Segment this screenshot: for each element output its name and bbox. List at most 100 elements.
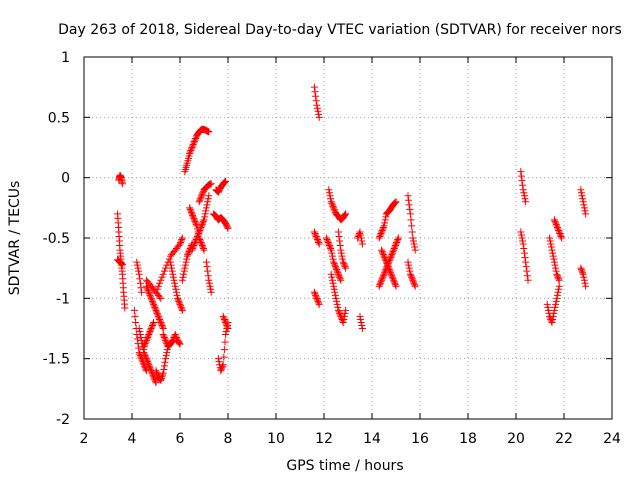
- data-point: [358, 321, 366, 329]
- data-point: [157, 318, 165, 326]
- data-point: [337, 246, 345, 254]
- x-tick-label: 6: [176, 431, 185, 447]
- data-point: [333, 267, 341, 275]
- data-point: [581, 207, 589, 215]
- data-point: [178, 236, 186, 244]
- data-point: [551, 303, 559, 311]
- data-point: [135, 344, 143, 352]
- data-point: [186, 205, 194, 213]
- data-point: [331, 291, 339, 299]
- data-point: [189, 213, 197, 221]
- data-point: [391, 199, 399, 207]
- data-point: [152, 367, 160, 375]
- data-point: [161, 335, 169, 343]
- data-point: [551, 261, 559, 269]
- data-point: [315, 113, 323, 121]
- data-point: [118, 180, 126, 188]
- data-point: [117, 259, 125, 267]
- data-point: [205, 276, 213, 284]
- data-point: [190, 242, 198, 250]
- data-point: [202, 207, 210, 215]
- data-point: [166, 258, 174, 266]
- data-point: [150, 302, 158, 310]
- data-point: [175, 339, 183, 347]
- data-point: [557, 232, 565, 240]
- data-point: [192, 134, 200, 142]
- data-point: [175, 338, 183, 346]
- data-point: [313, 236, 321, 244]
- data-point: [156, 315, 164, 323]
- data-point: [337, 276, 345, 284]
- data-point: [378, 246, 386, 254]
- data-point: [167, 261, 175, 269]
- data-point: [393, 239, 401, 247]
- data-point: [325, 186, 333, 194]
- data-point: [543, 300, 551, 308]
- data-point: [191, 239, 199, 247]
- data-point: [133, 335, 141, 343]
- data-point: [198, 242, 206, 250]
- data-point: [409, 276, 417, 284]
- data-point: [192, 236, 200, 244]
- data-point: [146, 291, 154, 299]
- data-point: [143, 356, 151, 364]
- data-point: [330, 258, 338, 266]
- data-point: [159, 369, 167, 377]
- data-point: [390, 200, 398, 208]
- data-point: [132, 318, 140, 326]
- data-point: [339, 317, 347, 325]
- data-point: [580, 204, 588, 212]
- data-point: [404, 192, 412, 200]
- data-point: [172, 334, 180, 342]
- data-point: [387, 254, 395, 262]
- grid-lines: [84, 57, 612, 419]
- data-point: [155, 314, 163, 322]
- data-point: [391, 243, 399, 251]
- data-point: [407, 272, 415, 280]
- data-point: [327, 246, 335, 254]
- data-point: [337, 249, 345, 257]
- data-point: [411, 282, 419, 290]
- data-point: [221, 338, 229, 346]
- data-point: [335, 232, 343, 240]
- data-point: [140, 349, 148, 357]
- data-point: [197, 223, 205, 231]
- data-point: [162, 264, 170, 272]
- data-point: [380, 252, 388, 260]
- data-point: [144, 332, 152, 340]
- data-point: [147, 294, 155, 302]
- data-point: [159, 331, 167, 339]
- data-point: [175, 297, 183, 305]
- data-point: [189, 142, 197, 150]
- data-point: [404, 258, 412, 266]
- data-point: [168, 264, 176, 272]
- data-point: [144, 334, 152, 342]
- data-point: [379, 272, 387, 280]
- x-tick-label: 2: [80, 431, 89, 447]
- data-point: [315, 299, 323, 307]
- x-tick-label: 24: [603, 431, 621, 447]
- data-point: [547, 240, 555, 248]
- data-point: [334, 303, 342, 311]
- data-point: [178, 306, 186, 314]
- data-point: [394, 234, 402, 242]
- data-point: [323, 236, 331, 244]
- data-point: [330, 260, 338, 268]
- y-tick-label: -1: [56, 291, 70, 307]
- data-point: [160, 334, 168, 342]
- data-point: [153, 285, 161, 293]
- data-point: [311, 229, 319, 237]
- y-tick-label: -0.5: [43, 231, 70, 247]
- data-point: [577, 186, 585, 194]
- data-point: [151, 303, 159, 311]
- data-point: [378, 248, 386, 256]
- data-point: [314, 297, 322, 305]
- data-point: [355, 229, 363, 237]
- data-point: [192, 220, 200, 228]
- data-point: [342, 210, 350, 218]
- data-point: [340, 212, 348, 220]
- data-point: [558, 234, 566, 242]
- data-point: [145, 329, 153, 337]
- y-tick-label: -2: [56, 412, 70, 428]
- data-point: [223, 323, 231, 331]
